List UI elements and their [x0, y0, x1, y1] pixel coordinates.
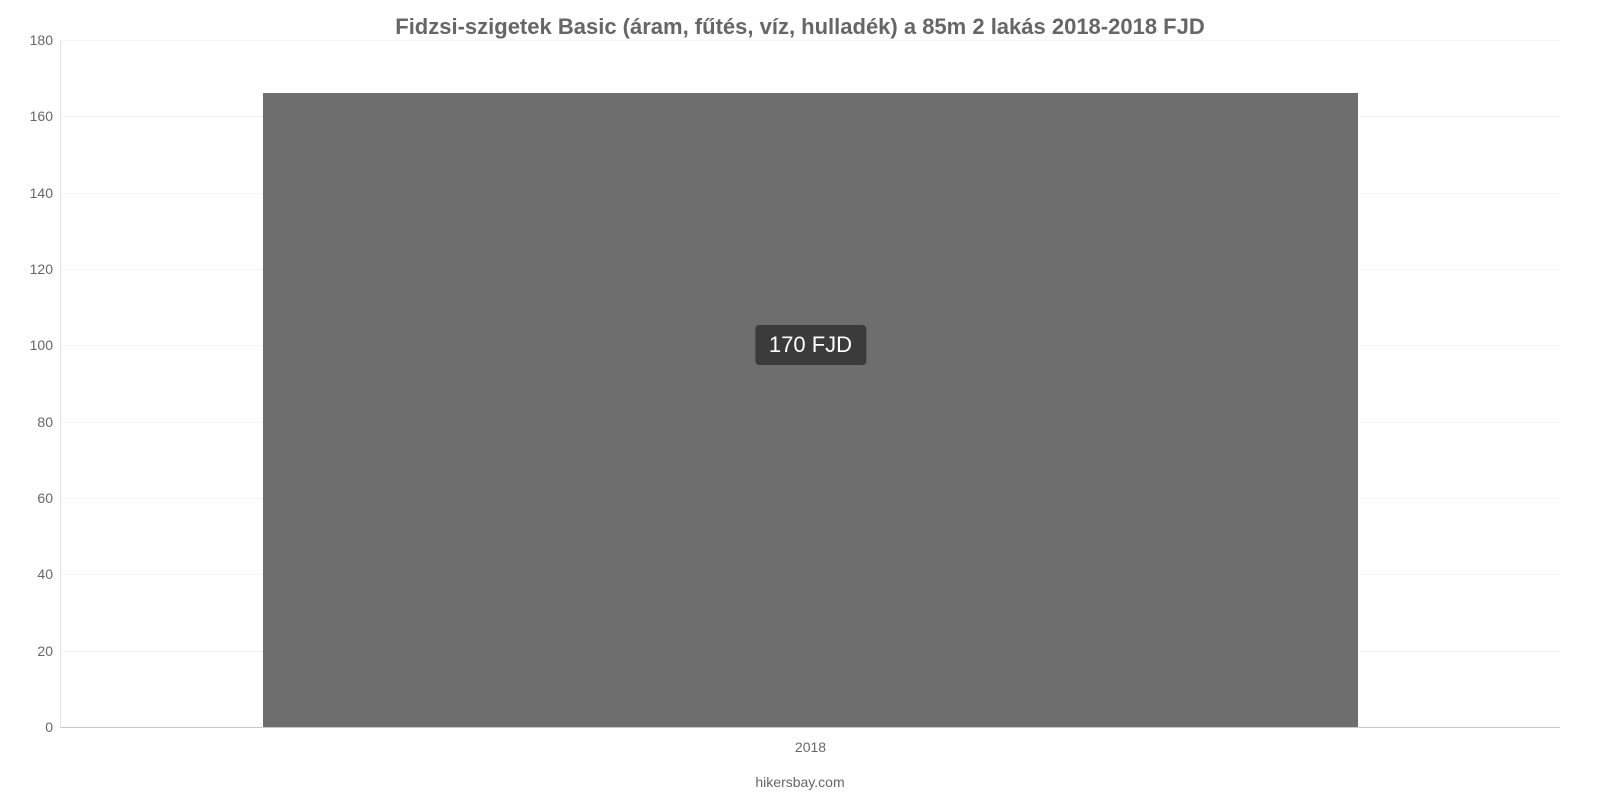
chart-container: Fidzsi-szigetek Basic (áram, fűtés, víz,…	[0, 0, 1600, 800]
y-tick-label: 180	[13, 32, 53, 48]
y-tick-label: 80	[13, 414, 53, 430]
y-tick-label: 160	[13, 108, 53, 124]
chart-title: Fidzsi-szigetek Basic (áram, fűtés, víz,…	[0, 14, 1600, 40]
value-tooltip: 170 FJD	[755, 325, 866, 365]
y-tick-label: 100	[13, 337, 53, 353]
x-tick-label: 2018	[795, 739, 826, 755]
y-tick-label: 120	[13, 261, 53, 277]
y-tick-label: 140	[13, 185, 53, 201]
bar[interactable]	[263, 93, 1357, 727]
plot-area: 0204060801001201401601802018170 FJD	[60, 40, 1560, 728]
attribution-text: hikersbay.com	[0, 774, 1600, 790]
y-tick-label: 40	[13, 566, 53, 582]
y-tick-label: 20	[13, 643, 53, 659]
y-tick-label: 0	[13, 719, 53, 735]
gridline	[61, 40, 1560, 41]
y-tick-label: 60	[13, 490, 53, 506]
